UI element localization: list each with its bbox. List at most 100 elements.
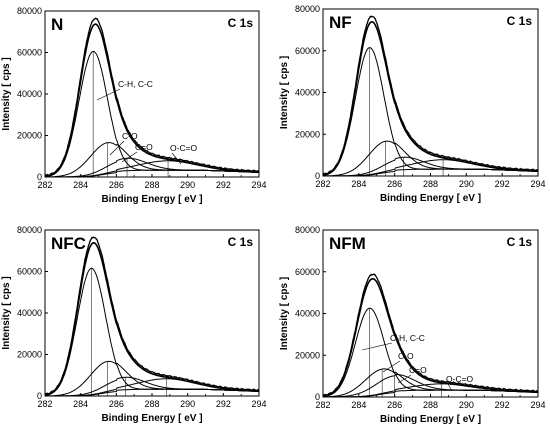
x-tick-label: 284 [351, 400, 366, 410]
envelope-curve [323, 20, 538, 176]
chart-panel-nfc: 282 284 286 288 290 292 294 0 20000 40000 60000 800… [1, 225, 267, 424]
annotation-leader [382, 360, 401, 373]
annotation-leader [171, 152, 182, 165]
x-axis-label: Binding Energy [ eV ] [101, 413, 202, 424]
peak-c-h-c-c-curve [323, 47, 538, 176]
peak-c-o-curve [45, 360, 259, 396]
peak-annotation: C-H, C-C [390, 333, 425, 343]
plot-area [45, 236, 259, 396]
y-axis-label: Intensity [ cps ] [1, 276, 12, 349]
x-tick-label: 290 [180, 399, 195, 409]
panel-tag: C 1s [228, 235, 254, 249]
x-tick-label: 292 [495, 179, 510, 189]
panel-title: NFM [329, 234, 366, 253]
annotation-leader [447, 383, 453, 392]
y-tick-label: 20000 [17, 350, 42, 360]
x-tick-label: 286 [109, 399, 124, 409]
envelope-curve [323, 278, 538, 397]
y-tick-label: 0 [315, 392, 320, 402]
chart-panel-n: 282 284 286 288 290 292 294 0 20000 40000 60000 800… [1, 6, 267, 205]
peak-c-o-curve [323, 368, 538, 397]
x-tick-label: 284 [351, 179, 366, 189]
x-tick-label: 294 [251, 399, 266, 409]
y-tick-label: 40000 [17, 89, 42, 99]
chart-panel-nf: 282 284 286 288 290 292 294 0 20000 40000 60000 800… [279, 4, 546, 204]
panel-title: N [51, 15, 63, 34]
x-axis-label: Binding Energy [ eV ] [380, 193, 481, 204]
peak-annotation: C-O [398, 351, 414, 361]
x-tick-label: 288 [144, 180, 159, 190]
x-tick-label: 286 [387, 400, 402, 410]
chart-panel-nfm: 282 284 286 288 290 292 294 0 20000 40000 60000 800… [279, 225, 546, 425]
peak-annotation: O-C=O [446, 374, 474, 384]
peak-annotation: C=O [409, 365, 427, 375]
annotation-leader [96, 88, 121, 101]
x-tick-label: 292 [216, 180, 231, 190]
annotation-leader [397, 374, 412, 384]
envelope-curve [45, 23, 259, 177]
x-tick-label: 288 [144, 399, 159, 409]
measured-spectrum [323, 273, 538, 397]
y-tick-label: 0 [37, 172, 42, 182]
peak-c-o-curve [323, 374, 538, 397]
y-tick-label: 60000 [17, 267, 42, 277]
y-tick-label: 80000 [295, 225, 320, 235]
y-tick-label: 40000 [295, 309, 320, 319]
peak-c-h-c-c-curve [45, 50, 259, 177]
x-tick-label: 282 [37, 180, 52, 190]
peak-c-h-c-c-curve [45, 267, 259, 396]
panel-title: NFC [51, 234, 86, 253]
y-tick-label: 40000 [295, 88, 320, 98]
plot-area [323, 15, 538, 176]
x-axis-label: Binding Energy [ eV ] [380, 414, 481, 425]
peak-annotation: C-H, C-C [118, 79, 153, 89]
y-tick-label: 80000 [17, 225, 42, 235]
x-tick-label: 294 [530, 400, 545, 410]
y-axis-label: Intensity [ cps ] [279, 277, 290, 350]
x-tick-label: 282 [315, 400, 330, 410]
y-tick-label: 20000 [295, 350, 320, 360]
panel-title: NF [329, 13, 352, 32]
plot-frame [44, 10, 260, 178]
x-tick-label: 292 [216, 399, 231, 409]
panel-tag: C 1s [507, 235, 533, 249]
y-tick-label: 60000 [295, 267, 320, 277]
peak-c-o-curve [45, 376, 259, 396]
x-tick-label: 290 [459, 179, 474, 189]
peak-c-o-curve [45, 157, 259, 177]
y-tick-label: 60000 [295, 46, 320, 56]
peak-c-h-c-c-curve [323, 307, 538, 397]
x-tick-label: 290 [180, 180, 195, 190]
x-tick-label: 286 [109, 180, 124, 190]
plot-area [323, 273, 538, 397]
plot-area [45, 17, 259, 177]
x-tick-label: 294 [530, 179, 545, 189]
x-tick-label: 290 [459, 400, 474, 410]
y-tick-label: 40000 [17, 308, 42, 318]
peak-annotation: C-O [122, 131, 138, 141]
annotation-leader [361, 342, 393, 351]
plot-frame [322, 229, 539, 398]
x-tick-label: 284 [73, 180, 88, 190]
y-tick-label: 80000 [295, 4, 320, 14]
x-tick-label: 284 [73, 399, 88, 409]
y-axis-label: Intensity [ cps ] [279, 56, 290, 129]
annotation-leader [109, 140, 125, 156]
y-tick-label: 60000 [17, 48, 42, 58]
x-tick-label: 288 [423, 400, 438, 410]
envelope-curve [45, 241, 259, 396]
y-axis-label: Intensity [ cps ] [1, 57, 12, 130]
annotation-leader [121, 151, 138, 163]
x-tick-label: 286 [387, 179, 402, 189]
y-tick-label: 80000 [17, 6, 42, 16]
peak-annotation: O-C=O [170, 143, 198, 153]
y-tick-label: 0 [37, 391, 42, 401]
x-tick-label: 282 [315, 179, 330, 189]
peak-c-o-curve [323, 156, 538, 176]
y-tick-label: 0 [315, 171, 320, 181]
y-tick-label: 20000 [295, 129, 320, 139]
x-axis-label: Binding Energy [ eV ] [101, 194, 202, 205]
panel-tag: C 1s [507, 14, 533, 28]
x-tick-label: 294 [251, 180, 266, 190]
